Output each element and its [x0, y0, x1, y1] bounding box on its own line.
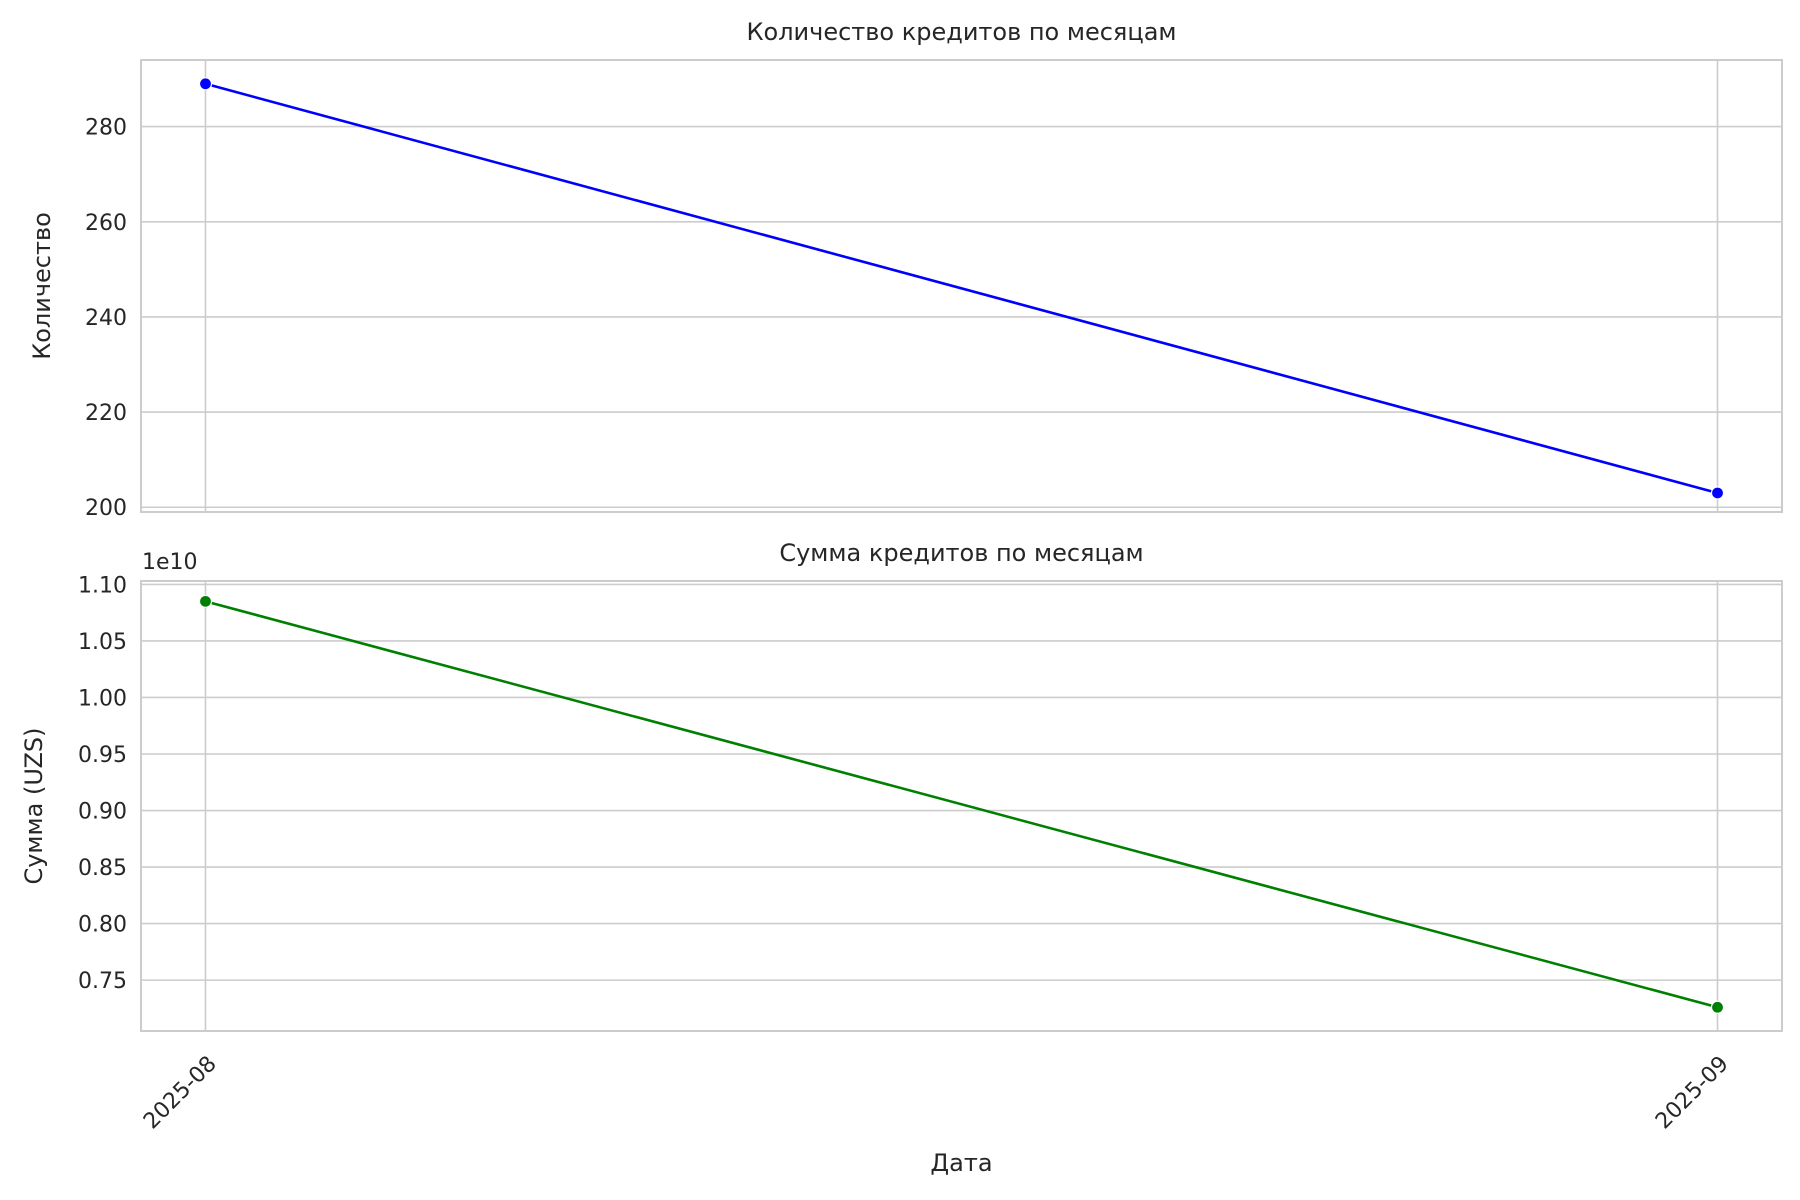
chart-title: Сумма кредитов по месяцам — [779, 539, 1143, 567]
grid — [141, 60, 1782, 512]
plot-frame — [140, 59, 1783, 513]
plot-frame — [140, 580, 1783, 1032]
y-tick-label: 0.75 — [78, 969, 127, 994]
grid — [141, 581, 1782, 1031]
y-tick-label: 280 — [85, 116, 127, 141]
series-line — [205, 600, 1718, 1009]
y-axis-label: Сумма (UZS) — [20, 727, 48, 884]
data-point — [198, 77, 213, 91]
x-tick-label: 2025-09 — [1651, 1052, 1734, 1135]
x-axis-label: Дата — [930, 1149, 992, 1177]
y-tick-label: 220 — [85, 401, 127, 426]
series-line — [205, 82, 1718, 495]
y-axis-label: Количество — [28, 212, 56, 360]
y-tick-label: 1.10 — [78, 573, 127, 598]
y-tick-label: 0.95 — [78, 743, 127, 768]
y-tick-label: 1.00 — [78, 686, 127, 711]
y-axis-offset-text: 1e10 — [142, 550, 198, 575]
y-tick-label: 0.90 — [78, 800, 127, 825]
y-tick-label: 260 — [85, 211, 127, 236]
x-tick-label: 2025-08 — [139, 1052, 222, 1135]
y-tick-label: 200 — [85, 496, 127, 521]
y-tick-label: 0.80 — [78, 913, 127, 938]
y-tick-label: 0.85 — [78, 856, 127, 881]
data-point — [1710, 1000, 1725, 1014]
data-point — [1710, 486, 1725, 500]
chart-loan-sum: Сумма кредитов по месяцам Сумма (UZS) 1e… — [20, 539, 1783, 1177]
data-point — [198, 594, 213, 608]
chart-title: Количество кредитов по месяцам — [746, 18, 1176, 46]
y-tick-label: 240 — [85, 306, 127, 331]
y-tick-label: 1.05 — [78, 630, 127, 655]
chart-loan-count: Количество кредитов по месяцам Количеств… — [28, 18, 1783, 521]
